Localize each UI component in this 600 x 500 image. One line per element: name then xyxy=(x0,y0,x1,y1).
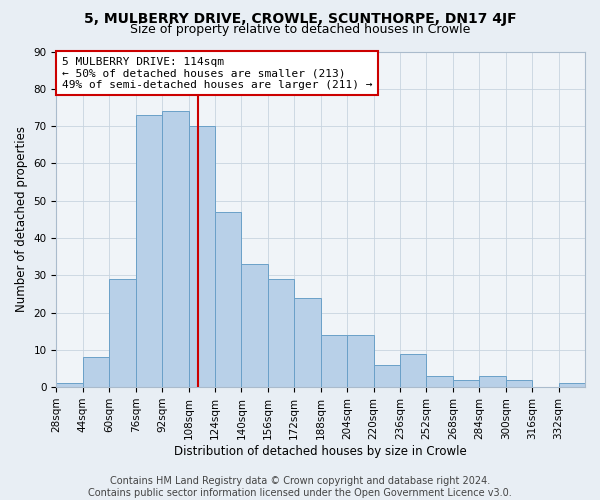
Y-axis label: Number of detached properties: Number of detached properties xyxy=(15,126,28,312)
Bar xyxy=(453,380,479,387)
Text: 5, MULBERRY DRIVE, CROWLE, SCUNTHORPE, DN17 4JF: 5, MULBERRY DRIVE, CROWLE, SCUNTHORPE, D… xyxy=(83,12,517,26)
Bar xyxy=(479,376,506,387)
Bar xyxy=(294,298,321,387)
Bar xyxy=(162,111,188,387)
Bar xyxy=(188,126,215,387)
Bar xyxy=(321,335,347,387)
Bar xyxy=(83,358,109,387)
X-axis label: Distribution of detached houses by size in Crowle: Distribution of detached houses by size … xyxy=(175,444,467,458)
Bar xyxy=(268,279,294,387)
Bar xyxy=(400,354,427,387)
Bar xyxy=(109,279,136,387)
Text: Contains HM Land Registry data © Crown copyright and database right 2024.
Contai: Contains HM Land Registry data © Crown c… xyxy=(88,476,512,498)
Bar xyxy=(56,384,83,387)
Bar xyxy=(506,380,532,387)
Bar xyxy=(347,335,374,387)
Bar xyxy=(215,212,241,387)
Text: 5 MULBERRY DRIVE: 114sqm
← 50% of detached houses are smaller (213)
49% of semi-: 5 MULBERRY DRIVE: 114sqm ← 50% of detach… xyxy=(62,56,372,90)
Text: Size of property relative to detached houses in Crowle: Size of property relative to detached ho… xyxy=(130,22,470,36)
Bar xyxy=(427,376,453,387)
Bar xyxy=(559,384,585,387)
Bar xyxy=(136,115,162,387)
Bar xyxy=(241,264,268,387)
Bar xyxy=(374,364,400,387)
